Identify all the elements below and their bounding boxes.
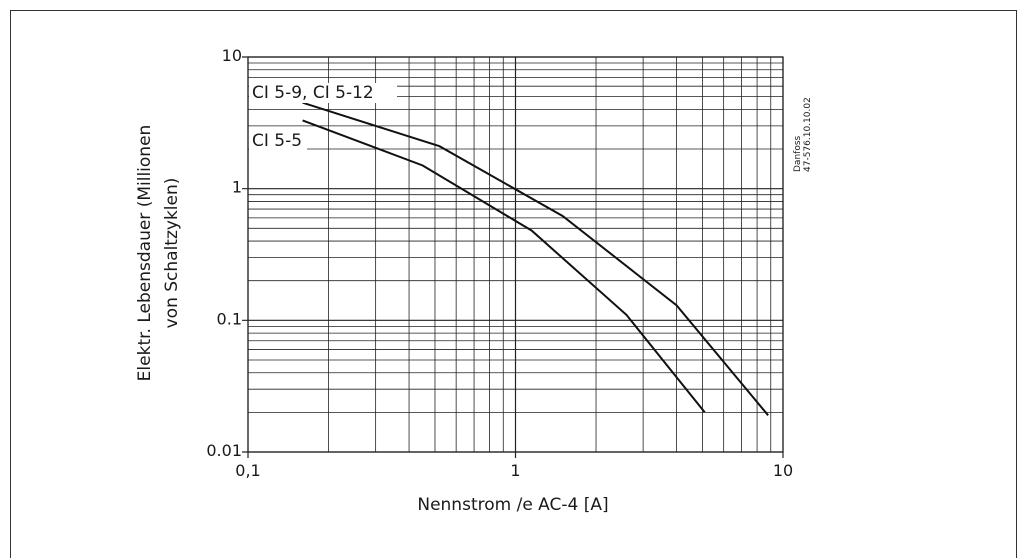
y-axis-title-line-1: Elektr. Lebensdauer (Millionen bbox=[135, 125, 155, 382]
x-tick-label: 0,1 bbox=[235, 461, 260, 480]
x-tick-label: 1 bbox=[510, 461, 520, 480]
series-line-ci5-9-ci5-12 bbox=[303, 103, 768, 416]
y-tick-label: 1 bbox=[232, 178, 242, 197]
y-tick-label: 0.01 bbox=[206, 441, 242, 460]
y-axis-title-line-2: von Schaltzyklen) bbox=[162, 178, 182, 329]
watermark-code: 47-576.10.10.02 bbox=[803, 97, 813, 172]
watermark-brand: Danfoss bbox=[793, 135, 803, 172]
y-tick-label: 0.1 bbox=[217, 309, 242, 328]
series-layer bbox=[303, 103, 769, 416]
legend-label-ci5-5: CI 5-5 bbox=[252, 131, 302, 151]
y-axis-title: Elektr. Lebensdauer (Millionen von Schal… bbox=[135, 125, 182, 382]
x-tick-label: 10 bbox=[773, 461, 793, 480]
y-tick-label: 10 bbox=[222, 46, 242, 65]
tick-labels: 0,1 1 10 10 1 0.1 0.01 bbox=[206, 46, 793, 480]
series-line-ci5-5 bbox=[303, 120, 705, 412]
legend-label-ci5-9: CI 5-9, CI 5-12 bbox=[252, 83, 374, 103]
x-axis-title: Nennstrom /e AC-4 [A] bbox=[417, 495, 608, 515]
